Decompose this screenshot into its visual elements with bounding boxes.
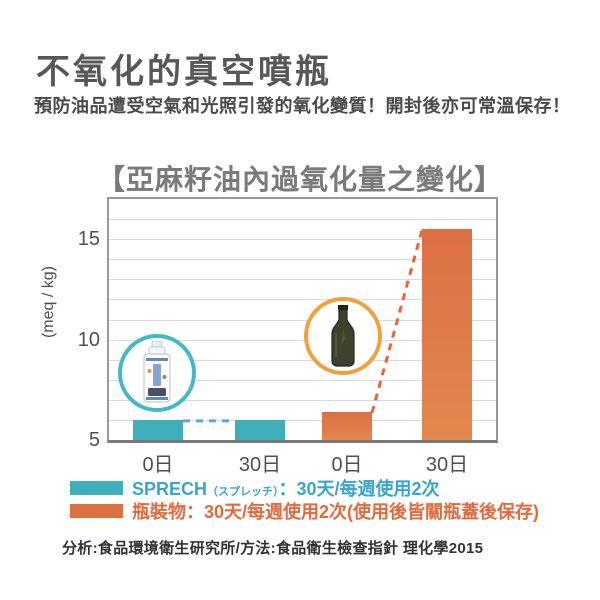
legend-item-bottle: 瓶裝物：30天/每週使用2次(使用後皆關瓶蓋後保存) bbox=[70, 502, 539, 522]
gridline bbox=[109, 279, 496, 281]
legend-swatch-teal bbox=[70, 481, 123, 495]
legend-swatch-orange bbox=[70, 504, 123, 518]
gridline bbox=[109, 319, 496, 321]
bottle-circle-badge bbox=[304, 297, 382, 375]
bar-teal-30日 bbox=[235, 419, 285, 440]
y-tick-label: 5 bbox=[88, 429, 100, 451]
bar-teal-0日 bbox=[133, 419, 183, 440]
gridline bbox=[109, 379, 496, 381]
chart-plot-area bbox=[107, 197, 498, 443]
gridline bbox=[109, 259, 496, 261]
bar-orange-30日 bbox=[422, 229, 472, 440]
gridline bbox=[109, 219, 496, 221]
source-note: 分析:食品環境衛生研究所/方法:食品衛生檢查指針 理化學2015 bbox=[62, 540, 484, 557]
legend-label-bottle: 瓶裝物：30天/每週使用2次(使用後皆關瓶蓋後保存) bbox=[132, 502, 540, 522]
x-tick-label: 30日 bbox=[238, 454, 282, 476]
dashed-trend-line-orange bbox=[370, 229, 424, 414]
y-tick-label: 15 bbox=[77, 228, 100, 251]
page-subtitle: 預防油品遭受空氣和光照引發的氧化變質！開封後亦可常溫保存！ bbox=[34, 96, 571, 116]
sprech-circle-badge bbox=[118, 334, 196, 412]
gridline bbox=[109, 299, 496, 301]
chart-canvas bbox=[109, 199, 496, 440]
gridline bbox=[109, 239, 496, 241]
y-tick-label: 10 bbox=[77, 328, 100, 351]
connector-lines bbox=[183, 229, 424, 423]
gridline bbox=[109, 399, 496, 401]
x-tick-label: 0日 bbox=[331, 454, 363, 476]
gridline bbox=[109, 339, 496, 341]
bar-orange-0日 bbox=[322, 411, 372, 440]
gridline bbox=[109, 419, 496, 421]
gridline bbox=[109, 359, 496, 361]
legend-label-sprech: SPRECH（スプレッチ）：30天/每週使用2次 bbox=[132, 479, 440, 499]
x-tick-label: 0日 bbox=[142, 454, 174, 476]
spray-bottle-icon bbox=[143, 341, 171, 403]
legend-item-sprech: SPRECH（スプレッチ）：30天/每週使用2次 bbox=[70, 479, 440, 499]
page-title: 不氧化的真空噴瓶 bbox=[36, 53, 332, 91]
x-tick-label: 30日 bbox=[425, 454, 469, 476]
chart-title: 【亞麻籽油內過氧化量之變化】 bbox=[96, 164, 503, 195]
glass-bottle-icon bbox=[331, 305, 355, 367]
